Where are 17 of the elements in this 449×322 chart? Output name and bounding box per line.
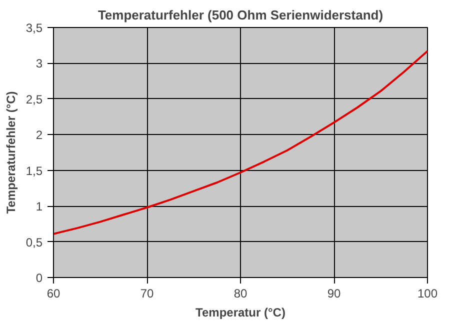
x-tick-label: 70 [140, 286, 154, 300]
y-axis-title: Temperaturfehler (°C) [4, 91, 18, 214]
x-axis-title: Temperatur (°C) [196, 306, 286, 320]
y-tick-label: 2,5 [26, 92, 43, 106]
x-tick-label: 80 [234, 286, 248, 300]
x-tick-label: 60 [46, 286, 60, 300]
chart-title: Temperaturfehler (500 Ohm Serienwiderstand) [98, 8, 384, 22]
y-tick-label: 0,5 [26, 235, 43, 250]
line-series [54, 50, 428, 235]
y-tick-label: 1,5 [26, 164, 43, 178]
y-tick-label: 2 [36, 128, 43, 142]
y-tick-label: 3,5 [26, 21, 43, 35]
x-tick-label: 90 [327, 286, 341, 300]
x-tick-label: 100 [417, 286, 438, 300]
y-tick-label: 1 [36, 200, 43, 214]
y-tick-label: 3 [36, 56, 43, 71]
y-tick-label: 0 [36, 271, 43, 285]
